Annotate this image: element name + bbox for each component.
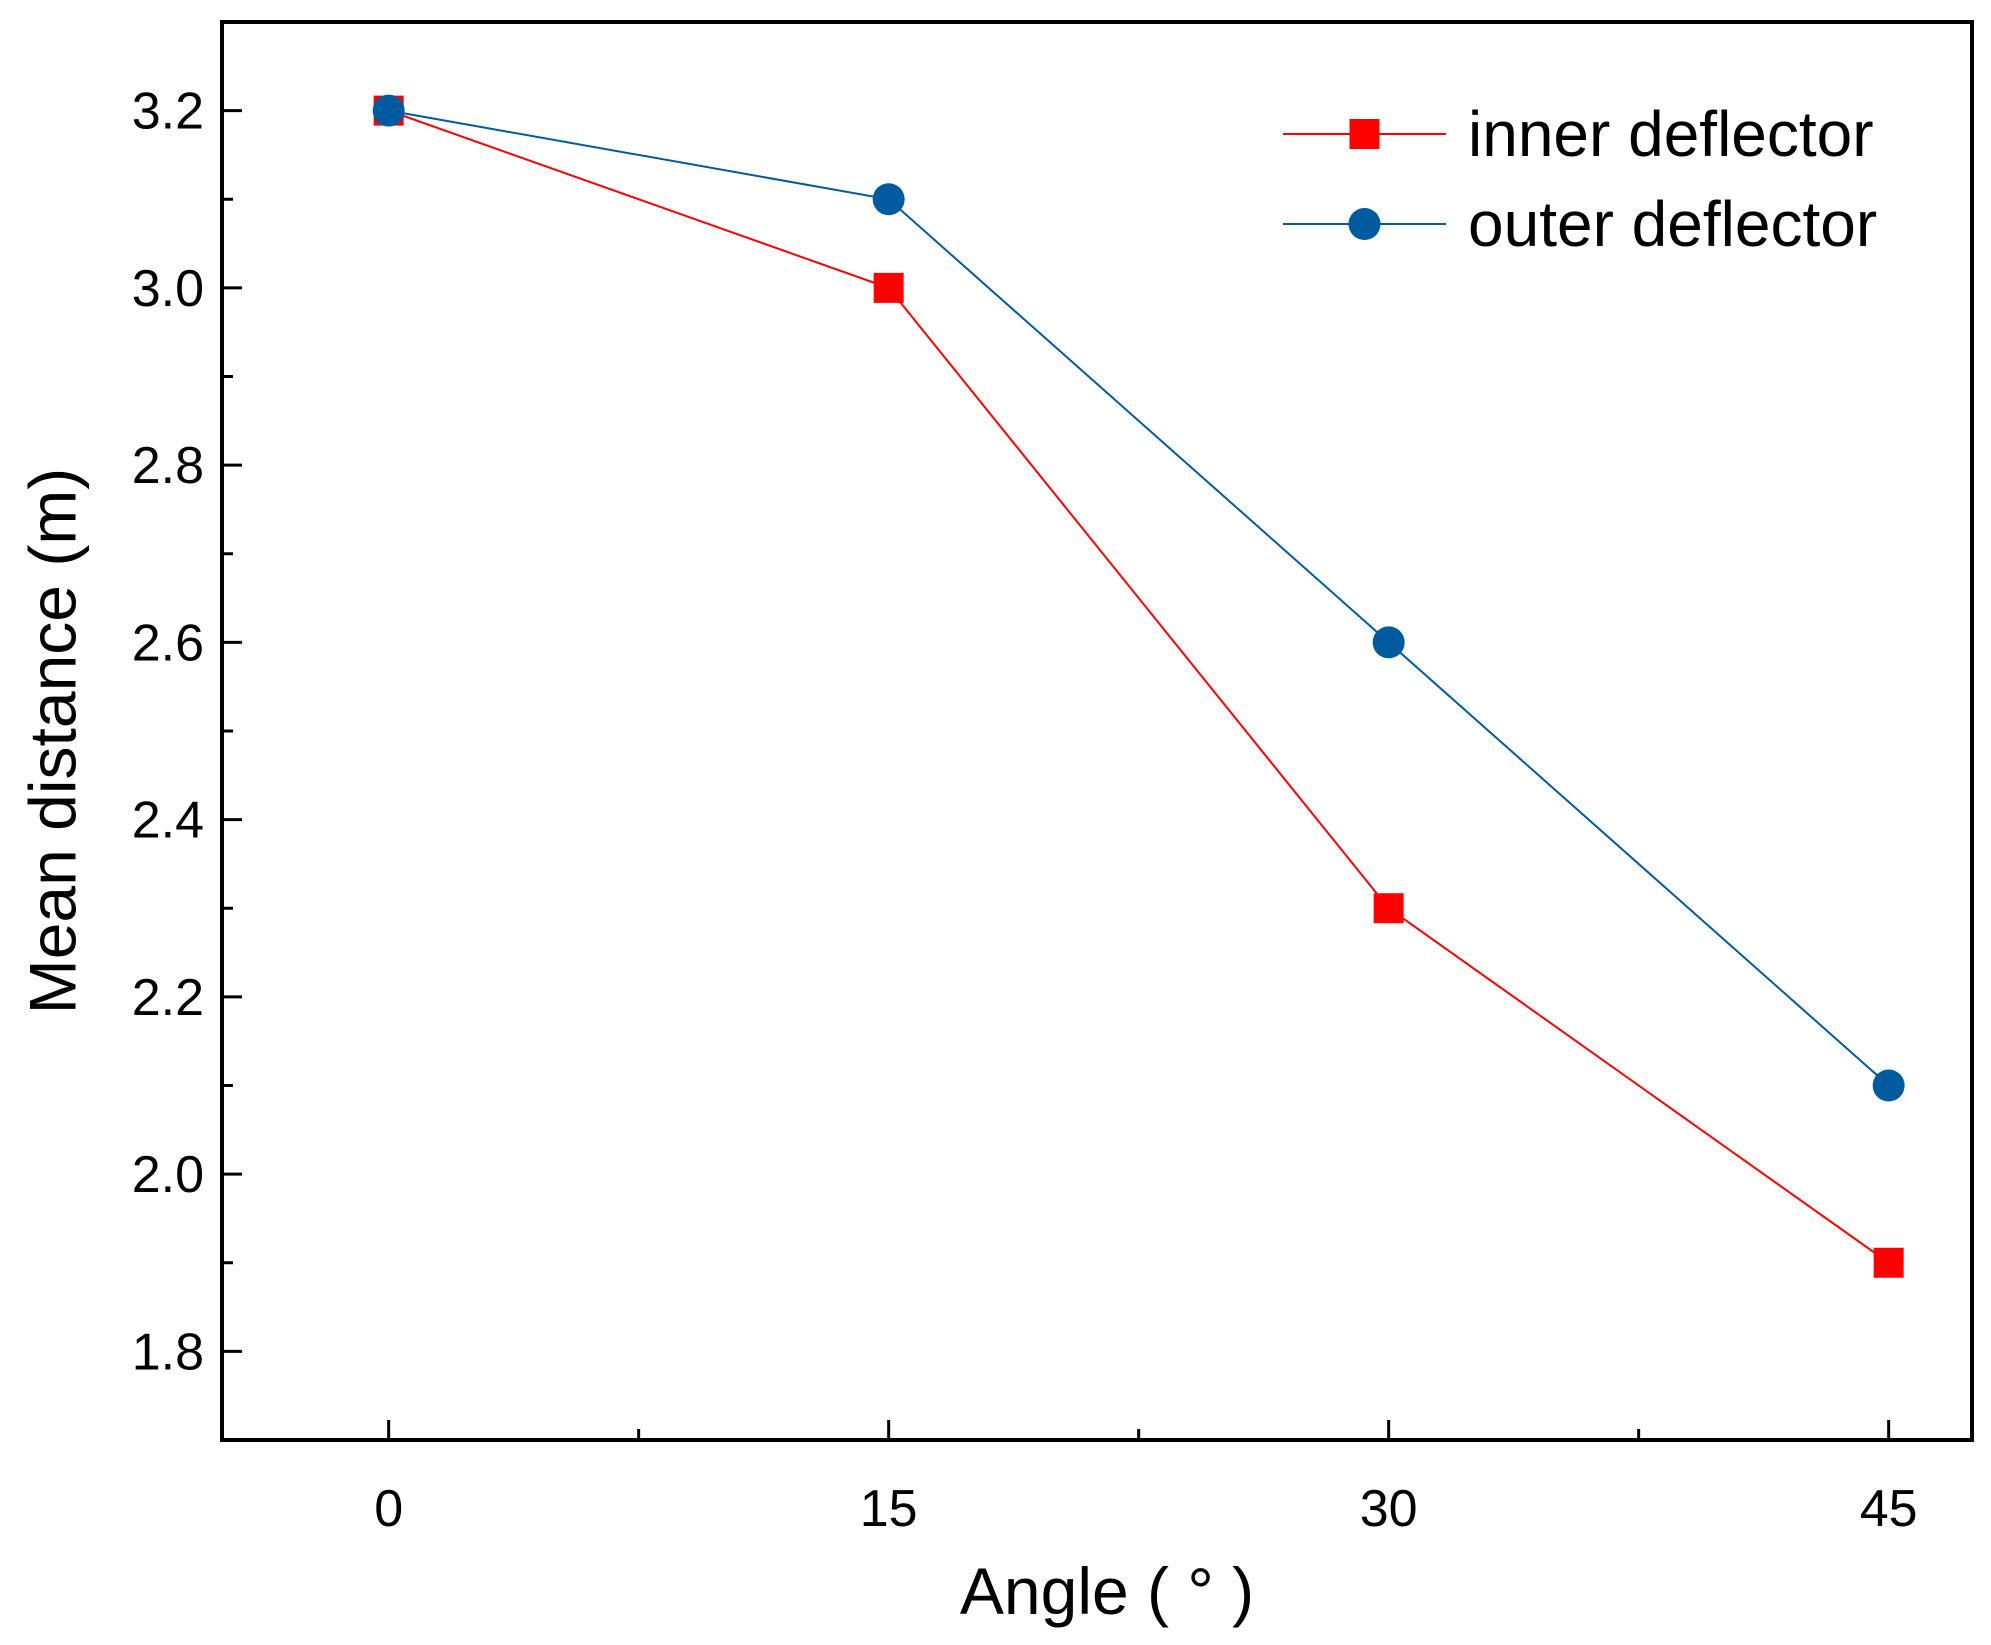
x-tick-label: 45 [1860, 1480, 1918, 1538]
data-point-square [1373, 893, 1404, 924]
y-axis-title: Mean distance (m) [15, 468, 89, 1015]
legend-marker-square [1349, 119, 1380, 149]
plot-layer [372, 94, 1905, 1278]
y-tick-label: 2.6 [132, 614, 204, 672]
data-point-square [1873, 1247, 1904, 1278]
data-point-circle [872, 183, 905, 216]
data-point-circle [1872, 1069, 1905, 1102]
legend-label: outer deflector [1468, 188, 1877, 260]
x-axis-title: Angle ( ° ) [960, 1554, 1254, 1628]
y-tick-label: 2.0 [132, 1146, 204, 1204]
series-line-1 [388, 109, 1890, 1264]
data-point-circle [1372, 626, 1405, 659]
data-point-square [873, 272, 904, 303]
y-tick-label: 2.8 [132, 437, 204, 495]
legend-label: inner deflector [1468, 98, 1874, 170]
axis-ticks: 0 15 30 45 1.8 2.0 2.2 2.4 2.6 2.8 3.0 3.2 [132, 83, 1918, 1538]
legend-marker-circle [1348, 208, 1381, 240]
data-point-circle [372, 94, 405, 127]
x-tick-label: 30 [1360, 1480, 1418, 1538]
y-tick-label: 3.0 [132, 260, 204, 318]
series-line-2 [388, 109, 1890, 1087]
legend: inner deflector outer deflector [1283, 98, 1877, 260]
y-tick-label: 3.2 [132, 83, 204, 141]
x-tick-label: 15 [860, 1480, 918, 1538]
y-tick-label: 2.2 [132, 969, 204, 1027]
y-tick-label: 2.4 [132, 792, 204, 850]
y-tick-label: 1.8 [132, 1323, 204, 1381]
x-tick-label: 0 [374, 1480, 403, 1538]
